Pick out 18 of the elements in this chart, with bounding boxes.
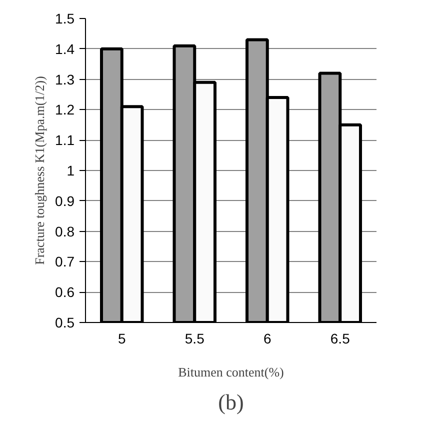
text: (b) xyxy=(218,390,244,414)
x-axis-title: Bitumen content(%) xyxy=(178,364,284,380)
y-tick-label: 0.6 xyxy=(55,284,75,300)
y-tick-label: 0.9 xyxy=(55,192,75,209)
x-tick-label: 6 xyxy=(263,330,272,346)
y-tick-label: 1.1 xyxy=(55,132,75,148)
y-axis-title: Fracture toughness K1(Mpa.m(1/2)) xyxy=(32,76,48,265)
y-tick-label: 1.5 xyxy=(55,10,75,26)
y-tick-label: 1 xyxy=(66,162,75,178)
x-tick-label: 5.5 xyxy=(184,330,205,346)
y-tick-label: 1.4 xyxy=(55,40,75,57)
y-tick-label: 0.5 xyxy=(55,314,75,330)
y-tick-label: 0.8 xyxy=(55,223,75,240)
y-tick-label: 0.7 xyxy=(55,254,75,270)
x-tick-label: 6.5 xyxy=(330,330,350,346)
x-tick-label: 5 xyxy=(118,330,126,346)
y-tick-label: 1.2 xyxy=(55,102,75,118)
y-tick-label: 1.3 xyxy=(55,71,75,88)
